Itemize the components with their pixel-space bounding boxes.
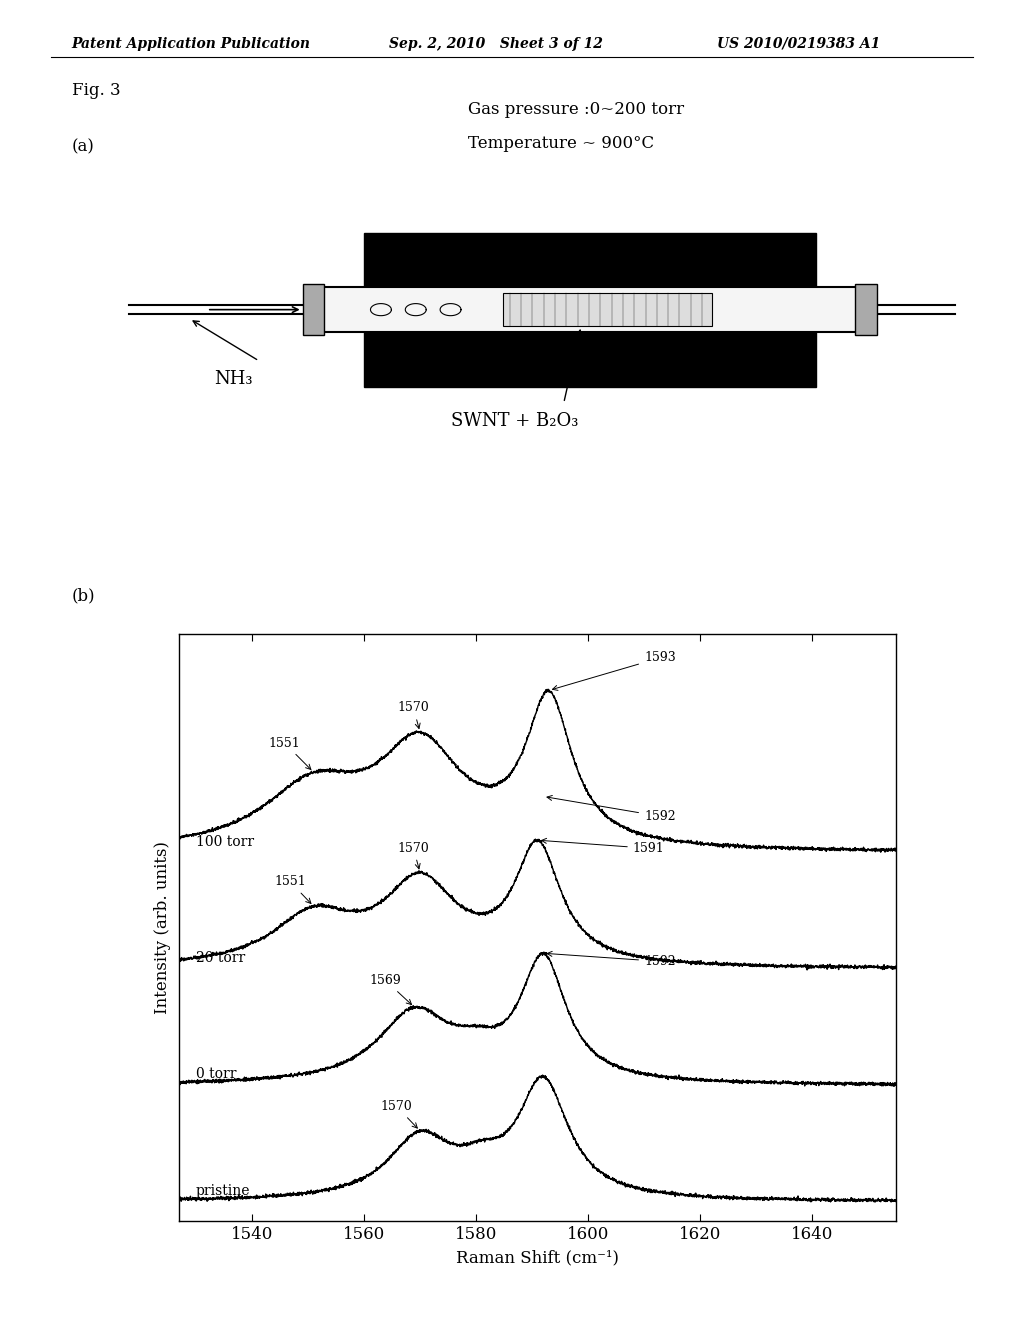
Text: 0 torr: 0 torr (196, 1068, 237, 1081)
Text: US 2010/0219383 A1: US 2010/0219383 A1 (717, 37, 880, 51)
Text: 1570: 1570 (397, 842, 429, 869)
Text: Sep. 2, 2010   Sheet 3 of 12: Sep. 2, 2010 Sheet 3 of 12 (389, 37, 603, 51)
Text: 1570: 1570 (397, 701, 429, 729)
Text: 1591: 1591 (542, 838, 665, 855)
Text: 1551: 1551 (274, 875, 311, 903)
Bar (303, 284, 325, 335)
Bar (503, 293, 712, 326)
Text: Gas pressure :0~200 torr: Gas pressure :0~200 torr (468, 102, 684, 119)
Bar (319, 286, 860, 333)
Text: (a): (a) (72, 139, 94, 156)
Text: 1592: 1592 (547, 796, 676, 822)
Text: pristine: pristine (196, 1184, 251, 1197)
Text: Patent Application Publication: Patent Application Publication (72, 37, 310, 51)
Text: 1551: 1551 (269, 737, 311, 770)
Text: Fig. 3: Fig. 3 (72, 82, 120, 99)
Text: 1592: 1592 (547, 952, 676, 968)
Text: NH₃: NH₃ (214, 370, 252, 388)
Text: 1569: 1569 (370, 974, 412, 1005)
Text: Temperature ~ 900°C: Temperature ~ 900°C (468, 135, 654, 152)
Y-axis label: Intensity (arb. units): Intensity (arb. units) (154, 841, 171, 1014)
Bar (855, 284, 877, 335)
Text: 1570: 1570 (381, 1100, 418, 1129)
Text: 100 torr: 100 torr (196, 834, 254, 849)
Bar (364, 232, 816, 286)
Text: 20 torr: 20 torr (196, 952, 246, 965)
Text: SWNT + B₂O₃: SWNT + B₂O₃ (451, 412, 578, 430)
X-axis label: Raman Shift (cm⁻¹): Raman Shift (cm⁻¹) (456, 1250, 620, 1267)
Text: (b): (b) (72, 587, 95, 605)
Bar (364, 333, 816, 387)
Text: 1593: 1593 (553, 651, 676, 690)
